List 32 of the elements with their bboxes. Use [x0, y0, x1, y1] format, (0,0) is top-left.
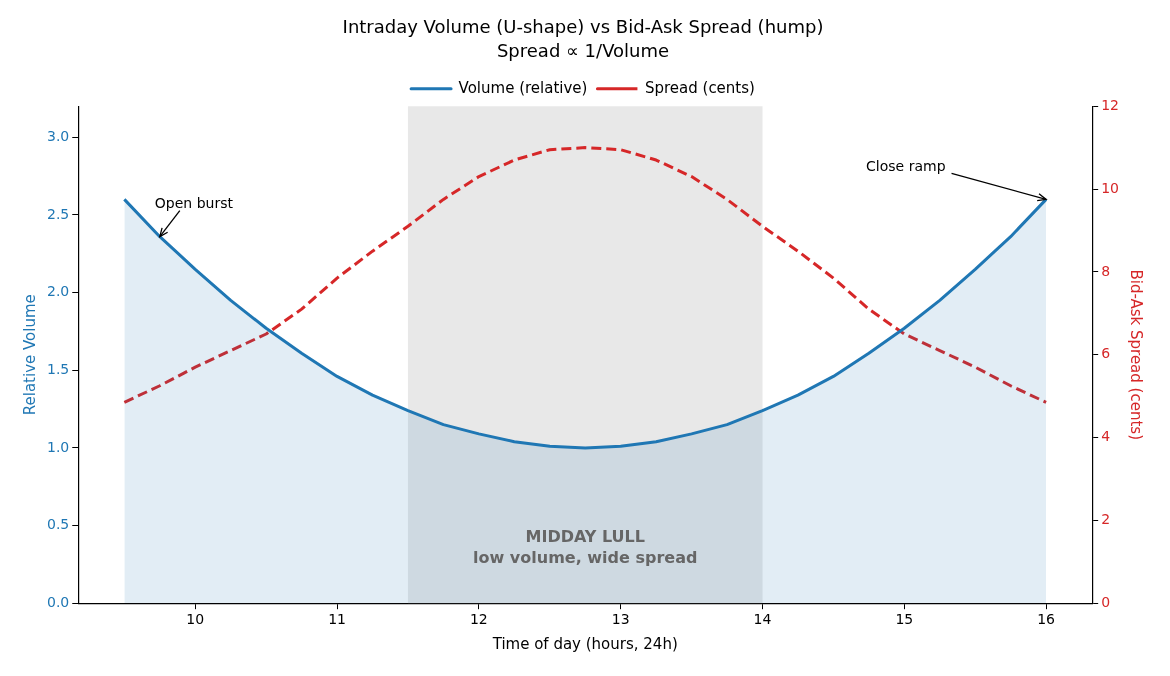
chart-subtitle: Spread ∝ 1/Volume — [496, 40, 670, 62]
legend-label: Spread (cents) — [644, 78, 755, 97]
y2-tick-label: 6 — [1101, 345, 1111, 362]
y-tick-label: 0.5 — [47, 516, 70, 533]
y2-tick-label: 2 — [1101, 511, 1111, 528]
y-tick-label: 2.5 — [47, 205, 70, 222]
annotation: Close ramp — [866, 158, 946, 175]
x-tick-label: 13 — [611, 611, 630, 628]
y-tick-label: 2.0 — [47, 283, 70, 300]
chart-title: Intraday Volume (U-shape) vs Bid-Ask Spread (hump) — [342, 16, 824, 38]
y-tick-label: 0.0 — [47, 593, 70, 610]
y2-tick-label: 12 — [1101, 96, 1120, 113]
y-axis-title: Relative Volume — [20, 294, 39, 416]
y2-tick-label: 0 — [1101, 593, 1111, 610]
y2-axis-title: Bid-Ask Spread (cents) — [1127, 269, 1146, 440]
y-tick-label: 3.0 — [47, 127, 70, 144]
annotation: Open burst — [154, 195, 234, 212]
band-label: MIDDAY LULL low volume, wide spread — [473, 527, 698, 568]
x-tick-label: 14 — [753, 611, 772, 628]
x-axis-title: Time of day (hours, 24h) — [491, 634, 678, 653]
x-tick-label: 10 — [186, 611, 205, 628]
x-tick-label: 15 — [895, 611, 914, 628]
y-tick-label: 1.0 — [47, 438, 70, 455]
x-tick-label: 11 — [328, 611, 346, 628]
y2-tick-label: 8 — [1101, 262, 1111, 279]
y2-tick-label: 4 — [1101, 428, 1111, 445]
legend-label: Volume (relative) — [458, 78, 588, 97]
x-tick-label: 16 — [1037, 611, 1056, 628]
line-series — [122, 146, 1048, 404]
x-tick-label: 12 — [469, 611, 488, 628]
y-tick-label: 1.5 — [47, 360, 70, 377]
y2-tick-label: 10 — [1101, 179, 1120, 196]
